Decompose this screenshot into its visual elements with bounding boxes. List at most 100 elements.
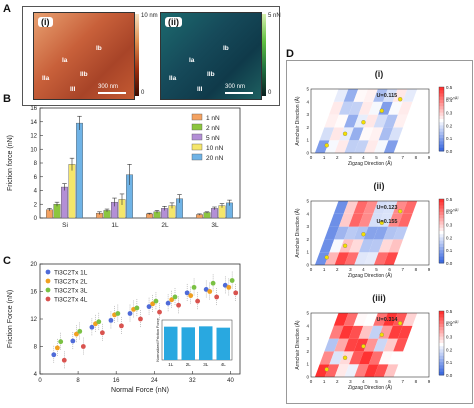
heatmap-cell [354, 252, 369, 265]
subpanel-tag: (iii) [372, 293, 386, 303]
heatmap-cell [348, 325, 364, 339]
region-label: III [197, 86, 203, 93]
heatmap-cell [378, 127, 394, 141]
x-tick-label: 3L [211, 222, 219, 229]
y-tick-label: 8 [34, 345, 38, 351]
heatmap-cell [349, 351, 364, 365]
legend-label: 10 nN [206, 145, 224, 152]
legend-label: Ti3C2Tx 3L [54, 288, 88, 295]
heatmap-cell [363, 226, 379, 240]
path-marker [342, 131, 348, 136]
heatmap-cell [358, 101, 374, 115]
colorbar-unit: meV/Å² [446, 319, 459, 324]
y-axis-label: Armchair Direction (Å) [294, 208, 301, 258]
heatmap-cell [338, 325, 354, 339]
path-marker [361, 120, 366, 125]
legend-label: 5 nN [206, 135, 220, 142]
heatmap-cell [373, 252, 389, 265]
path-marker [379, 108, 384, 113]
inset-tick-label: 2L [186, 362, 192, 367]
legend-label: 20 nN [206, 155, 224, 162]
data-point [70, 338, 76, 344]
heatmap-cell [368, 325, 383, 339]
x-tick-label: 5 [375, 155, 378, 160]
x-axis-label: Zigzag Direction (Å) [348, 272, 393, 279]
heatmap-cell [344, 338, 359, 352]
heatmap-cell [329, 127, 345, 141]
colorbar-tick-label: 0.4 [446, 98, 453, 103]
colorbar-segment [439, 144, 444, 149]
heatmap-cell [383, 364, 399, 377]
path-marker [324, 367, 329, 372]
heatmap-cell [353, 226, 369, 240]
colorbar-segment [439, 323, 444, 328]
colorbar-segment [439, 253, 444, 258]
colorbar-frame [438, 86, 445, 152]
colorbar-segment [439, 359, 444, 363]
x-tick-label: 7 [402, 155, 405, 160]
heatmap-cell [344, 140, 359, 153]
path-marker [398, 209, 403, 214]
heatmap-cell [324, 140, 340, 153]
heatmap-cell [333, 89, 349, 102]
heatmap-cell [324, 364, 340, 377]
colorbar-segment [439, 202, 444, 206]
heatmap-cell [373, 313, 388, 326]
data-point [99, 330, 105, 336]
panel-a-frame [22, 6, 280, 106]
legend-marker [45, 296, 51, 302]
colorbar-segment [439, 141, 444, 146]
barrier-label: U=0.155 [377, 219, 398, 225]
y-tick-label: 12 [30, 317, 37, 323]
colorbar-frame [438, 310, 445, 376]
path-marker [324, 143, 329, 148]
heatmap-cell [373, 201, 388, 214]
colorbar-segment [439, 131, 444, 136]
heatmap-cell [344, 226, 359, 240]
heatmap-cell [354, 140, 369, 153]
colorbar-segment [439, 128, 444, 133]
colorbar-tick-label: 0.3 [446, 223, 453, 228]
colorbar-segment [439, 211, 444, 216]
colorbar-min: 0 [141, 90, 145, 96]
heatmap-cell [324, 114, 339, 128]
heatmap-cell [392, 89, 408, 102]
data-point [77, 328, 83, 334]
heatmap-cell [368, 127, 384, 141]
heatmap-cell [344, 364, 359, 377]
y-tick-label: 3 [306, 112, 309, 117]
data-point [157, 309, 162, 315]
path-marker [342, 355, 348, 360]
data-point [169, 297, 175, 303]
data-point [153, 298, 159, 304]
heatmap-cell [382, 89, 398, 102]
scatter-chart-c: 4 8 12 16 20 0 8 16 24 32 40 Normal Force (nN) Frict… [7, 262, 241, 394]
colorbar-tick-label: 0.0 [446, 373, 453, 378]
heatmap-cell [368, 351, 384, 365]
y-tick-label: 0 [306, 375, 309, 380]
colorbar-segment [439, 259, 444, 264]
x-tick-label: 3 [349, 267, 352, 272]
x-tick-label: 16 [113, 378, 120, 384]
bar [68, 164, 76, 219]
data-point [74, 331, 79, 337]
colorbar-segment [439, 227, 444, 232]
heatmap-cell [402, 89, 418, 102]
colorbar-segment [439, 317, 444, 322]
path-marker [379, 332, 384, 337]
scale-bar [225, 92, 253, 94]
data-point [172, 294, 178, 300]
x-tick-label: 9 [428, 155, 431, 160]
heatmap-cell [353, 201, 369, 214]
x-tick-label: 8 [415, 155, 418, 160]
x-tick-label: 7 [402, 267, 405, 272]
x-tick-label: 6 [388, 155, 391, 160]
heatmap-cell [334, 252, 350, 265]
colorbar-tick-label: 0.0 [446, 261, 453, 266]
inset-y-label: Normalized Friction Force [156, 318, 160, 361]
colorbar-segment [439, 330, 444, 334]
inset-tick-label: 3L [203, 362, 209, 367]
heatmap-cell [324, 338, 339, 352]
y-tick-label: 10 [30, 147, 37, 153]
subpanel-tag: (i) [375, 69, 384, 79]
